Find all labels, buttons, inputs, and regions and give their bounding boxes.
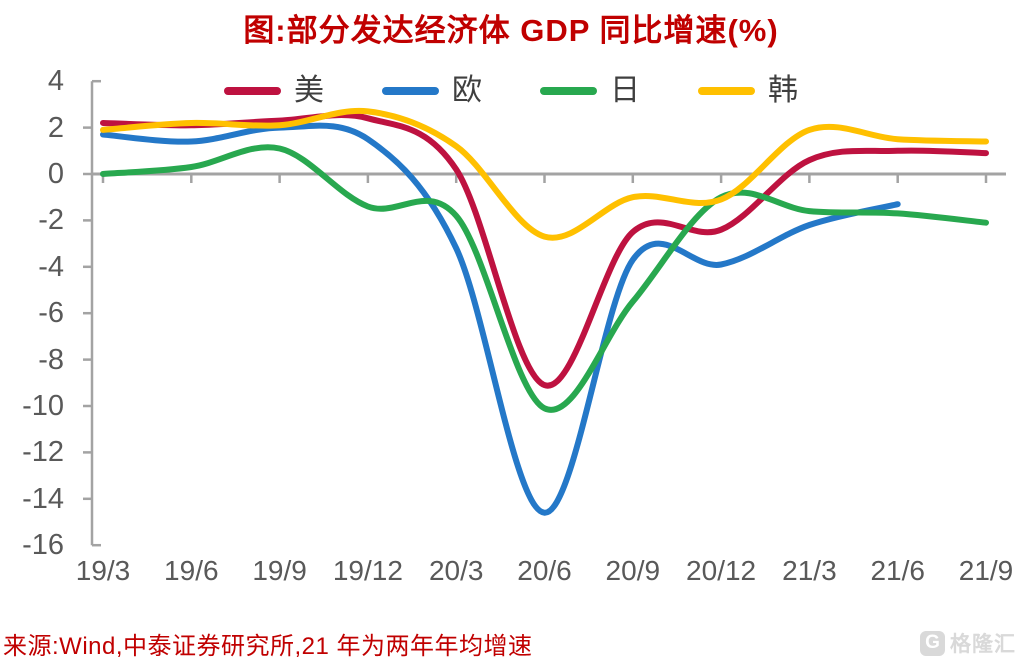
x-tick-label: 20/6 [517,555,572,586]
x-tick-label: 19/6 [164,555,219,586]
x-tick-label: 19/9 [252,555,307,586]
gelonghui-watermark: G 格隆汇 [920,628,1016,658]
source-note: 来源:Wind,中泰证券研究所,21 年为两年年均增速 [3,633,533,660]
y-tick-label: -8 [38,343,64,376]
legend-item-us: 美 [224,74,324,108]
y-tick-label: -2 [38,204,64,237]
legend-label-kr: 韩 [768,74,798,107]
series-line-jp [100,144,989,413]
x-tick-label: 20/12 [686,555,757,586]
series-line-us [100,112,989,389]
x-tick-label: 21/6 [870,555,925,586]
legend-label-us: 美 [294,74,324,107]
legend: 美 欧 日 韩 [0,74,1022,108]
legend-swatch-kr [698,87,755,95]
legend-swatch-us [224,87,281,95]
y-tick-label: -16 [22,529,64,562]
y-tick-label: -10 [22,390,64,422]
y-tick-label: -12 [22,436,64,469]
y-tick-label: -14 [22,482,64,515]
legend-item-eu: 欧 [382,74,482,108]
legend-swatch-jp [540,87,597,95]
legend-item-kr: 韩 [698,74,798,108]
y-tick-label: 0 [47,158,64,190]
x-tick-label: 21/9 [958,555,1014,586]
y-tick-label: -6 [38,297,64,330]
x-tick-label: 19/12 [332,555,403,586]
series-line-kr [100,107,989,241]
legend-label-eu: 欧 [452,74,482,107]
legend-label-jp: 日 [610,74,640,107]
watermark-text: 格隆汇 [950,633,1016,656]
x-tick-label: 20/3 [428,555,484,586]
x-tick-label: 20/9 [605,555,661,586]
x-tick-label: 19/3 [75,555,131,586]
legend-swatch-eu [382,87,439,95]
y-tick-label: -4 [38,250,64,283]
chart-title: 图:部分发达经济体 GDP 同比增速(%) [243,13,779,48]
x-tick-label: 21/3 [782,555,837,586]
legend-item-jp: 日 [540,74,640,108]
gelonghui-logo-icon: G [920,630,945,656]
y-tick-label: 2 [47,111,64,144]
y-tick-label: 4 [47,65,64,98]
